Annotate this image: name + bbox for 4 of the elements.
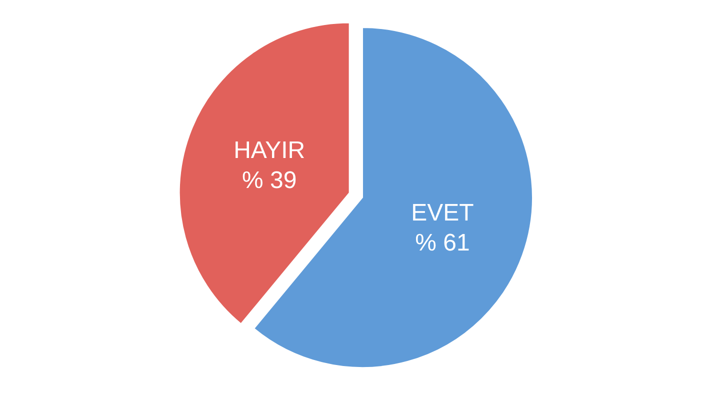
slice-label: EVET	[411, 199, 474, 226]
data-label: % 39	[242, 166, 297, 194]
slice-label: HAYIR	[234, 136, 306, 164]
data-label: % 61	[415, 229, 470, 256]
